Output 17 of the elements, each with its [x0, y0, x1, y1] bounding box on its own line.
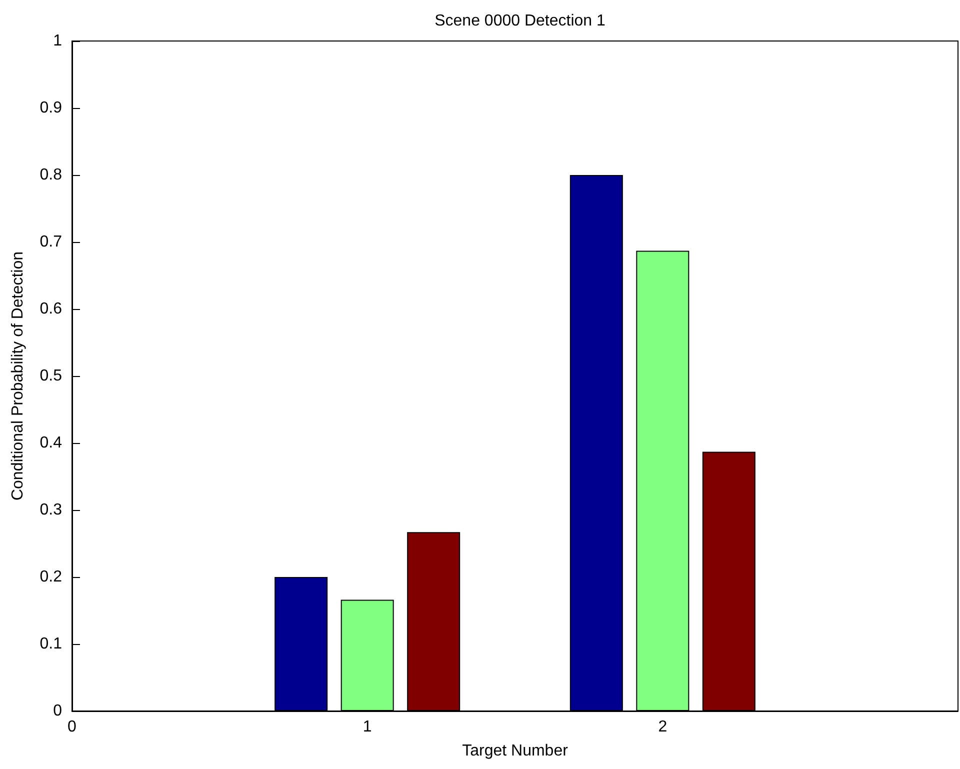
y-tick-label: 0.1 — [40, 636, 62, 652]
x-tick-label: 2 — [658, 718, 668, 736]
y-tick-label: 0.9 — [40, 100, 62, 116]
x-tick-label: 1 — [362, 718, 372, 736]
y-tick-label: 0 — [53, 702, 62, 720]
chart-title: Scene 0000 Detection 1 — [434, 12, 606, 30]
x-axis-title: Target Number — [462, 742, 569, 760]
y-tick-label: 0.7 — [40, 234, 62, 250]
y-tick-label: 1 — [53, 32, 62, 50]
y-tick-label: 0.4 — [40, 434, 62, 452]
y-tick-label: 0.8 — [40, 166, 62, 184]
y-tick-label: 0.6 — [40, 300, 62, 318]
y-tick-label: 0.5 — [40, 368, 62, 384]
y-tick-label: 0.2 — [40, 568, 62, 586]
y-axis-title: Conditional Probability of Detection — [10, 251, 26, 501]
x-tick-label: 0 — [68, 718, 77, 736]
y-tick-label: 0.3 — [40, 502, 62, 518]
